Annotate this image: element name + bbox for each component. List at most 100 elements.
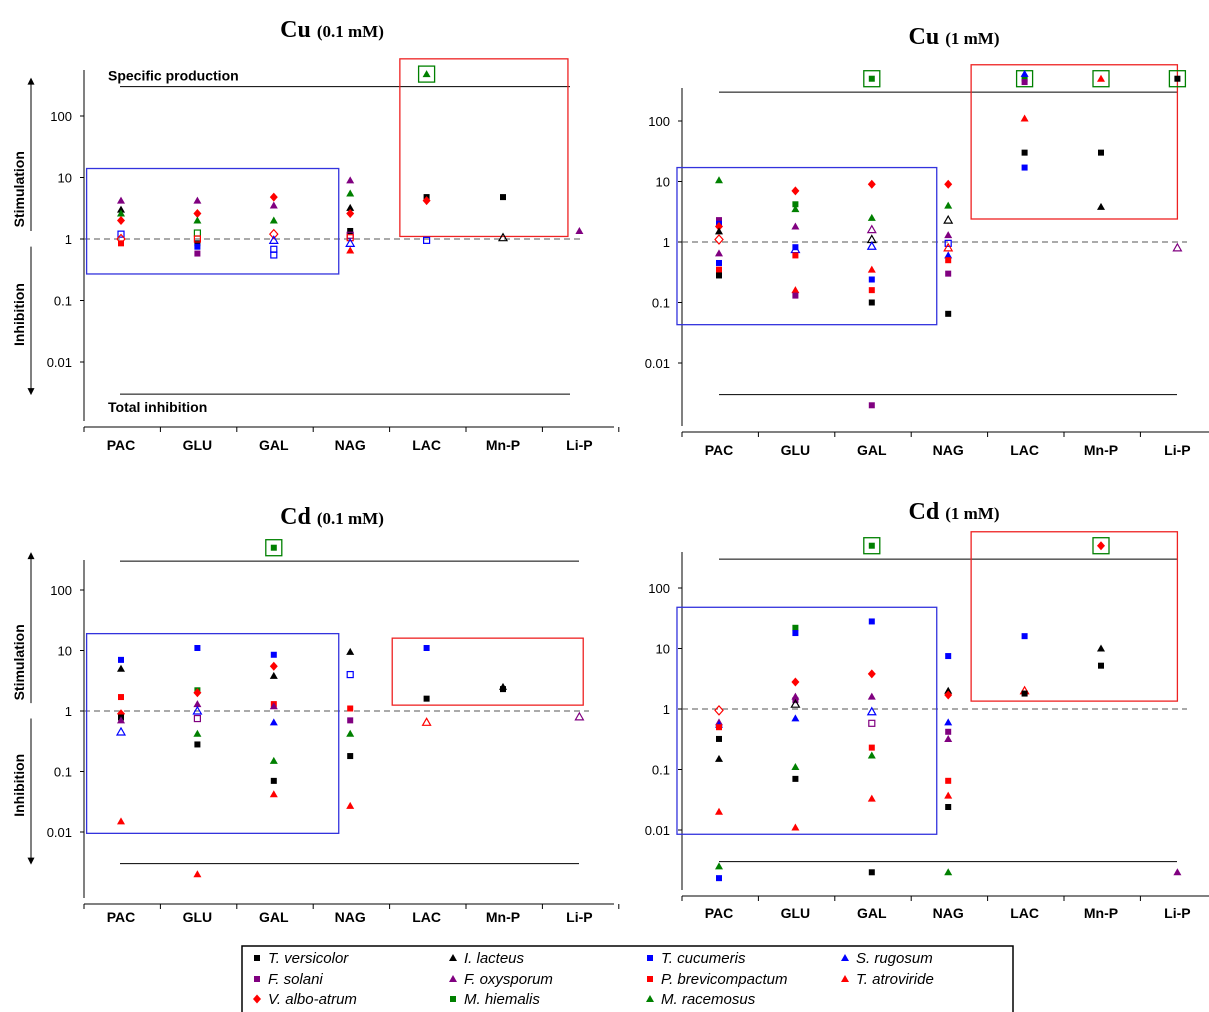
data-point [715,176,723,184]
legend-label: V. albo-atrum [268,991,357,1008]
chart-title-concentration: (0.1 mM) [317,22,384,41]
y-tick-label: 0.1 [54,765,72,780]
chart-title-concentration: (0.1 mM) [317,509,384,528]
data-point [716,217,722,224]
x-tick-label: GAL [259,909,289,925]
data-point [715,227,723,235]
data-point [193,700,202,708]
y-tick-label: 100 [50,109,72,124]
data-point [193,870,202,878]
x-tick-label: Li-P [566,437,592,453]
y-tick-label: 0.01 [47,355,72,370]
data-point [944,179,953,189]
x-tick-label: GAL [259,437,289,453]
data-point [868,744,875,751]
data-point [945,310,952,317]
y-tick-label: 0.01 [47,825,72,840]
data-point [118,656,124,663]
data-point [269,790,278,798]
data-point [193,714,201,723]
data-point [193,688,202,698]
data-point [347,753,354,760]
data-point [117,205,125,213]
y-tick-label: 10 [58,171,72,186]
blue-highlight-box [676,166,938,326]
y-tick-label: 0.01 [645,356,670,371]
data-point [269,718,278,726]
legend-marker [254,976,260,982]
data-point [791,205,800,213]
data-point [792,630,799,637]
y-tick-label: 1 [663,235,670,250]
data-point [944,734,953,742]
specific-production-frame [1092,70,1110,88]
red-highlight-box [970,64,1179,220]
data-point [944,686,953,694]
data-point [346,189,355,197]
chart-title-concentration: (1 mM) [945,504,999,523]
data-point [791,714,800,722]
data-point [716,724,722,731]
data-point [868,402,875,409]
chart-title-metal: Cu [909,24,940,50]
y-tick-label: 10 [656,642,670,657]
y-tick-label: 0.1 [652,763,670,778]
data-point [117,196,125,204]
data-point [1174,75,1181,82]
data-point [346,729,355,737]
data-point [269,756,278,764]
x-tick-label: NAG [335,437,366,453]
data-point [867,692,876,700]
total-inhibition-label: Total inhibition [108,399,207,415]
stimulation-label: Stimulation [11,151,27,227]
specific-production-frame [265,539,283,557]
chart-panel: Cd (0.1 mM) 100 10 1 0.1 0.01 PAC GLU GAL NAG LAC Mn… [11,504,620,925]
legend-marker [841,975,849,982]
data-point [346,234,354,242]
data-point [270,544,277,551]
data-point [868,542,875,549]
stimulation-label: Stimulation [11,624,27,700]
x-tick-label: Mn-P [486,437,520,453]
data-point [194,243,201,250]
red-highlight-box [399,58,569,238]
x-tick-label: LAC [1010,905,1039,921]
data-point [715,249,723,257]
chart-title-metal: Cu [280,17,311,43]
legend-label: T. cucumeris [661,950,746,967]
data-point [1021,75,1028,82]
chart-title-metal: Cd [280,504,311,530]
legend-label: I. lacteus [464,950,525,967]
chart-title: Cd (0.1 mM) [280,504,384,530]
data-point [423,695,430,702]
x-tick-label: LAC [1010,442,1039,458]
data-point [346,176,355,184]
legend-label: F. oxysporum [464,971,553,988]
data-point [868,869,875,876]
data-point [270,777,277,784]
data-point [868,719,876,727]
specific-production-frame [863,70,881,88]
data-point [943,214,954,224]
data-point [715,754,723,762]
blue-highlight-box [85,632,340,834]
data-point [716,266,722,273]
data-point [1097,541,1105,551]
stimulation-arrow-head [27,77,35,85]
x-tick-label: Li-P [1164,905,1190,921]
data-point [715,807,723,815]
legend-box [241,945,1014,1012]
data-point [716,272,722,279]
data-point [868,618,875,625]
data-point [346,647,355,655]
data-point [944,231,953,239]
data-point [791,186,800,196]
legend-label: F. solani [268,971,323,988]
data-point [867,265,876,273]
x-tick-label: GLU [183,437,213,453]
data-point [193,208,202,218]
data-point [868,287,875,294]
data-point [269,671,278,679]
data-point [269,661,278,671]
